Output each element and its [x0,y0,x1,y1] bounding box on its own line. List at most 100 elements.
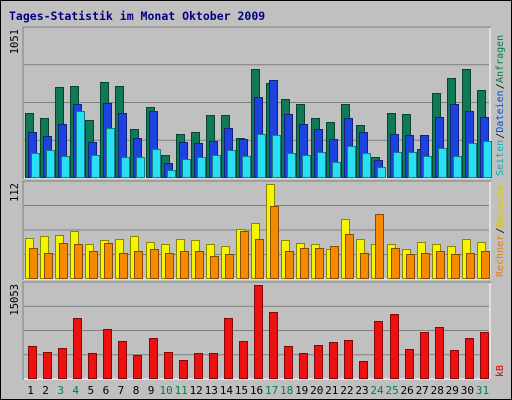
legend-separator: / [495,83,506,89]
bar-rechner-day-3 [59,243,68,279]
bar-seiten-day-21 [332,162,341,178]
bar-kb-day-23 [359,361,368,379]
bar-kb-day-14 [224,318,233,379]
bar-kb-day-27 [420,332,429,379]
day-label-13: 13 [205,384,218,397]
day-label-30: 30 [461,384,474,397]
bar-seiten-day-20 [317,152,326,178]
bar-seiten-day-3 [61,156,70,178]
bar-rechner-day-10 [165,253,174,279]
bar-rechner-day-19 [300,248,309,279]
bar-seiten-day-26 [408,152,417,178]
bar-seiten-day-15 [242,156,251,178]
day-label-11: 11 [175,384,188,397]
legend-anfragen: Anfragen [495,35,506,83]
day-label-26: 26 [400,384,413,397]
bar-seiten-day-8 [136,157,145,178]
day-label-9: 9 [148,384,155,397]
bar-seiten-day-16 [257,134,266,178]
bar-rechner-day-23 [360,253,369,279]
bar-seiten-day-30 [468,143,477,178]
bar-kb-day-12 [194,353,203,379]
bar-kb-day-18 [284,346,293,379]
bar-kb-day-28 [435,327,444,379]
legend-besuche: Besuche [495,185,506,227]
legend-rechner: Rechner [495,235,506,277]
bar-seiten-day-29 [453,156,462,178]
series-kb [28,285,489,379]
bar-kb-day-24 [374,321,383,379]
day-label-4: 4 [72,384,79,397]
day-label-6: 6 [103,384,110,397]
bar-kb-day-13 [209,353,218,379]
day-label-19: 19 [295,384,308,397]
bar-kb-day-19 [299,353,308,379]
day-label-20: 20 [310,384,323,397]
bar-kb-day-29 [450,350,459,379]
bar-kb-day-10 [164,352,173,379]
day-label-12: 12 [190,384,203,397]
bar-rechner-day-8 [134,251,143,279]
bar-seiten-day-1 [31,153,40,178]
bar-seiten-day-28 [438,148,447,178]
bar-kb-day-11 [179,360,188,379]
panel-max-label: 15053 [9,284,21,316]
panel-legend: kB [495,365,506,377]
legend-separator: / [495,133,506,139]
bar-rechner-day-17 [270,206,279,279]
legend-kb: kB [495,365,506,377]
day-label-21: 21 [325,384,338,397]
bar-rechner-day-12 [195,251,204,279]
bar-seiten-day-10 [167,170,176,178]
panel-max-label: 1051 [9,29,21,54]
bar-rechner-day-9 [150,249,159,279]
series-seiten [31,111,492,178]
day-label-25: 25 [385,384,398,397]
day-label-18: 18 [280,384,293,397]
bar-seiten-day-31 [483,141,492,178]
day-label-10: 10 [159,384,172,397]
bar-rechner-day-29 [451,254,460,279]
bar-rechner-day-27 [421,253,430,279]
day-label-16: 16 [250,384,263,397]
bar-rechner-day-5 [89,251,98,279]
bar-kb-day-8 [133,355,142,379]
panel-visits: 112 Rechner/Besuche [9,180,506,280]
day-label-28: 28 [431,384,444,397]
bar-seiten-day-6 [106,128,115,178]
bar-rechner-day-26 [406,254,415,279]
bar-kb-day-2 [43,352,52,379]
bar-rechner-day-6 [104,243,113,279]
legend-separator: / [495,228,506,234]
bar-seiten-day-22 [347,146,356,178]
day-label-8: 8 [133,384,140,397]
bar-seiten-day-4 [76,111,85,178]
day-label-3: 3 [57,384,64,397]
bar-kb-day-22 [344,340,353,379]
day-label-5: 5 [87,384,94,397]
bar-seiten-day-9 [152,149,161,178]
bar-rechner-day-11 [180,251,189,279]
bar-seiten-day-12 [197,157,206,178]
day-label-29: 29 [446,384,459,397]
bar-rechner-day-30 [466,253,475,279]
bar-rechner-day-16 [255,239,264,279]
day-label-27: 27 [416,384,429,397]
day-label-15: 15 [235,384,248,397]
day-label-23: 23 [355,384,368,397]
bar-rechner-day-25 [391,248,400,279]
legend-dateien: Dateien [495,90,506,132]
bar-kb-day-9 [149,338,158,379]
bar-kb-day-26 [405,349,414,379]
day-label-1: 1 [27,384,34,397]
bar-kb-day-17 [269,312,278,379]
bar-kb-day-20 [314,345,323,379]
chart-title: Tages-Statistik im Monat Oktober 2009 [9,9,265,23]
day-label-17: 17 [265,384,278,397]
day-label-14: 14 [220,384,234,397]
bar-seiten-day-14 [227,150,236,178]
bar-kb-day-5 [88,353,97,379]
bar-seiten-day-7 [121,157,130,178]
day-label-22: 22 [340,384,353,397]
bar-seiten-day-17 [272,135,281,178]
